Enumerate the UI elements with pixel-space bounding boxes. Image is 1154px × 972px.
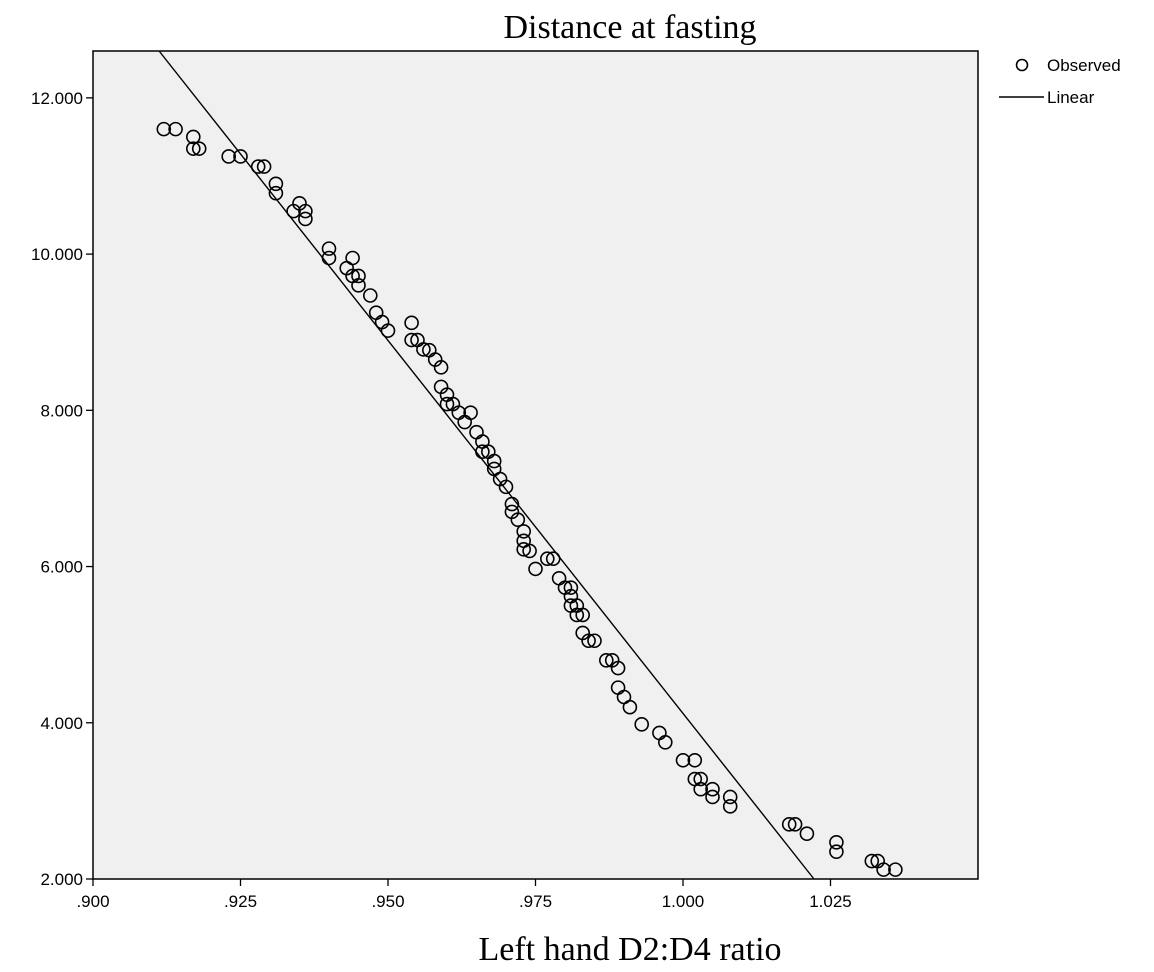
legend-observed-label: Observed (1047, 56, 1121, 75)
observed-point (634, 717, 650, 732)
plot-area (92, 50, 979, 880)
observed-point (876, 862, 891, 877)
x-tick-label: 1.025 (809, 892, 852, 911)
observed-point (233, 149, 248, 164)
observed-point (416, 342, 431, 357)
observed-point (799, 826, 815, 841)
x-tick-label: .950 (371, 892, 404, 911)
observed-point (563, 580, 579, 595)
observed-point (256, 159, 272, 174)
observed-point (598, 652, 614, 668)
observed-point (486, 453, 502, 469)
observed-point (675, 752, 691, 768)
observed-point (610, 660, 626, 676)
observed-point (575, 607, 591, 623)
observed-point (522, 543, 537, 559)
observed-point (657, 735, 673, 750)
observed-point (587, 633, 602, 649)
observed-point (298, 203, 313, 219)
chart-title: Distance at fasting (503, 9, 756, 46)
observed-point (829, 844, 844, 859)
x-tick-label: .975 (519, 892, 552, 911)
legend: Observed Linear (999, 56, 1121, 107)
observed-point (722, 789, 738, 805)
linear-fit-line (158, 50, 815, 880)
observed-point (191, 141, 207, 156)
y-tick-label: 8.000 (40, 401, 83, 420)
observed-point (687, 752, 703, 768)
observed-point (528, 561, 543, 577)
observed-point (781, 817, 797, 832)
x-tick-label: .900 (76, 892, 109, 911)
observed-point (351, 268, 366, 284)
linear-fit-layer (158, 50, 815, 880)
observed-point (221, 149, 236, 164)
y-tick-label: 2.000 (40, 870, 83, 889)
observed-point (705, 781, 720, 797)
observed-point (186, 129, 201, 145)
observed-point (298, 211, 313, 227)
observed-point (362, 288, 378, 303)
observed-point (156, 121, 172, 137)
observed-point (516, 542, 532, 557)
observed-point (864, 853, 880, 869)
observed-point (498, 479, 514, 495)
observed-points-layer (156, 121, 903, 877)
observed-point (268, 185, 284, 201)
observed-point (693, 781, 709, 797)
observed-point (787, 817, 803, 832)
observed-point (888, 862, 903, 877)
observed-point (380, 323, 396, 338)
observed-point (705, 789, 720, 805)
observed-point (433, 360, 449, 375)
x-axis-label: Left hand D2:D4 ratio (478, 931, 781, 968)
legend-observed-marker (1015, 58, 1029, 72)
observed-point (404, 315, 419, 331)
observed-point (404, 332, 419, 348)
observed-point (186, 141, 201, 156)
observed-point (539, 551, 555, 567)
y-tick-label: 6.000 (40, 558, 83, 577)
observed-point (475, 444, 490, 460)
observed-point (829, 834, 844, 850)
observed-point (321, 241, 337, 256)
observed-point (569, 607, 585, 623)
x-tick-label: .925 (224, 892, 257, 911)
observed-point (463, 405, 478, 420)
observed-point (351, 278, 366, 293)
observed-point (516, 524, 532, 539)
observed-point (345, 250, 360, 266)
observed-point (439, 396, 455, 412)
y-tick-label: 4.000 (40, 714, 83, 733)
x-axis: .900 .925 .950 .975 1.000 1.025 (76, 879, 852, 911)
observed-point (510, 512, 526, 527)
y-axis: 2.000 4.000 6.000 8.000 10.000 12.000 (31, 89, 93, 889)
observed-point (622, 699, 638, 715)
observed-point (268, 176, 284, 192)
legend-linear-label: Linear (1047, 88, 1095, 107)
observed-point (504, 496, 520, 512)
observed-point (581, 633, 596, 649)
y-tick-label: 10.000 (31, 245, 83, 264)
observed-point (321, 250, 337, 266)
observed-point (545, 551, 561, 567)
observed-point (722, 799, 738, 814)
x-tick-label: 1.000 (662, 892, 705, 911)
observed-point (168, 121, 183, 137)
observed-point (250, 159, 266, 174)
y-tick-label: 12.000 (31, 89, 83, 108)
observed-point (693, 771, 709, 787)
